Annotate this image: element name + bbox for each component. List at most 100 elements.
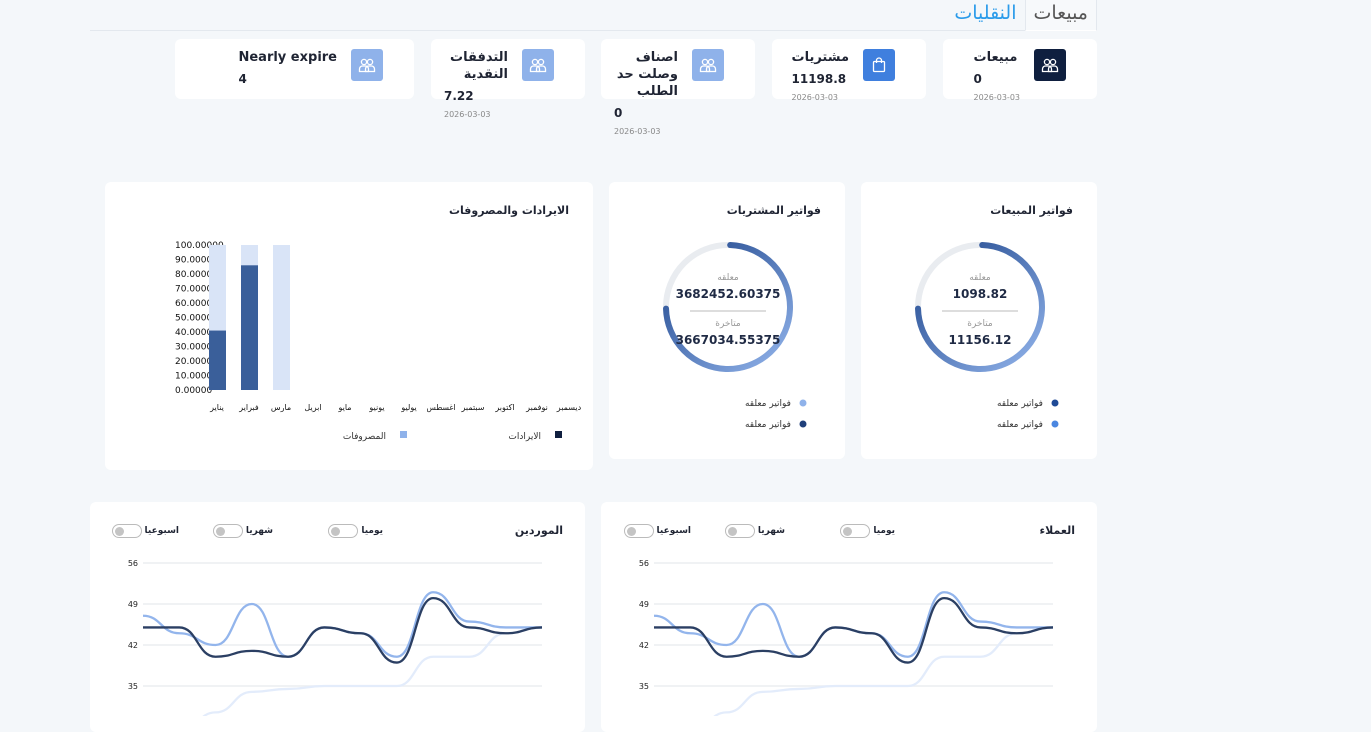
x-tick-label: نوفمبر bbox=[525, 403, 548, 412]
toggle-label: اسبوعيا bbox=[656, 526, 691, 536]
y-tick-label: 70.00000 bbox=[175, 285, 218, 295]
x-tick-label: مارس bbox=[271, 403, 291, 412]
stat-title: Nearly expire bbox=[238, 50, 337, 65]
legend-swatch bbox=[555, 431, 562, 438]
x-tick-label: يوليو bbox=[400, 403, 416, 412]
stat-card[interactable]: اصناف وصلت حد الطلب 0 2026-03-03 bbox=[601, 39, 755, 136]
period-toggle[interactable] bbox=[840, 524, 871, 538]
donut-chart: معلقه 3682452.60375 متاخرة 3667034.55375 فوا… bbox=[663, 242, 807, 430]
x-tick-label: يونيو bbox=[368, 403, 384, 412]
donut-chart: معلقه 1098.82 متاخرة 11156.12 فواتير معلقه فو… bbox=[915, 242, 1059, 430]
y-tick-label: 42 bbox=[639, 641, 649, 650]
stat-value: 0 bbox=[614, 106, 623, 120]
y-tick-label: 0.00000 bbox=[175, 386, 212, 396]
period-toggle[interactable] bbox=[623, 524, 654, 538]
legend-dot bbox=[1051, 420, 1059, 428]
bar[interactable] bbox=[241, 265, 258, 390]
revenue-expenses-card: الايرادات والمصروفات 0.00000 10.00000 20.0… bbox=[105, 182, 593, 470]
stat-date: 2026-03-03 bbox=[973, 93, 1021, 102]
legend-dot bbox=[1051, 399, 1059, 407]
bar[interactable] bbox=[209, 330, 226, 390]
y-tick-label: 80.00000 bbox=[175, 270, 218, 280]
users-icon bbox=[1034, 49, 1066, 81]
stat-card[interactable]: مشتريات 11198.8 2026-03-03 bbox=[772, 39, 926, 102]
x-tick-label: اغسطس bbox=[427, 403, 456, 412]
sales-invoices-card: فواتير المبيعات معلقه 1098.82 متاخرة 11156.… bbox=[861, 182, 1097, 459]
period-toggle[interactable] bbox=[724, 524, 755, 538]
late-label: متاخرة bbox=[967, 319, 993, 329]
tab-bar: مبيعات النقليات bbox=[942, 0, 1097, 31]
legend-dot bbox=[799, 420, 807, 428]
x-tick-label: ديسمبر bbox=[556, 403, 582, 412]
period-toggle[interactable] bbox=[111, 524, 142, 538]
tab-transport[interactable]: النقليات bbox=[954, 2, 1017, 24]
toggle-label: اسبوعيا bbox=[144, 526, 179, 536]
toggle-label: يوميا bbox=[361, 526, 383, 536]
stat-value: 4 bbox=[238, 72, 247, 86]
line-series bbox=[713, 626, 1054, 716]
pending-value: 3682452.60375 bbox=[676, 287, 781, 301]
pending-label: معلقه bbox=[717, 273, 739, 283]
stat-card[interactable]: التدفقات النقدية 7.22 2026-03-03 bbox=[431, 39, 585, 119]
y-tick-label: 10.00000 bbox=[175, 372, 218, 382]
suppliers-card: الموردين يوميا شهريا اسبوعيا 35 42 49 56 bbox=[90, 502, 585, 732]
line-series bbox=[653, 596, 1054, 664]
period-toggle[interactable] bbox=[212, 524, 243, 538]
donut-arc bbox=[663, 242, 793, 372]
stat-title: التدفقات النقدية bbox=[450, 50, 508, 82]
period-toggle[interactable] bbox=[328, 524, 359, 538]
customers-card: العملاء يوميا شهريا اسبوعيا 35 42 49 56 bbox=[601, 502, 1097, 732]
period-toggle-group: شهريا bbox=[724, 524, 785, 538]
legend-label: فواتير معلقه bbox=[997, 420, 1043, 430]
toggle-label: شهريا bbox=[757, 526, 785, 536]
legend-label: فواتير معلقه bbox=[745, 420, 791, 430]
y-tick-label: 56 bbox=[128, 559, 138, 568]
stat-text: التدفقات النقدية 7.22 2026-03-03 bbox=[444, 49, 508, 128]
y-tick-label: 49 bbox=[128, 600, 138, 609]
period-toggle-group: يوميا bbox=[840, 524, 895, 538]
toggle-label: يوميا bbox=[873, 526, 895, 536]
x-tick-label: اكتوبر bbox=[494, 403, 514, 412]
legend-label: فواتير معلقه bbox=[997, 399, 1043, 409]
y-tick-label: 35 bbox=[128, 682, 138, 691]
line-series bbox=[142, 596, 543, 664]
period-toggle-group: شهريا bbox=[212, 524, 273, 538]
stat-value: 11198.8 bbox=[791, 72, 847, 86]
tab-sales[interactable]: مبيعات bbox=[1024, 0, 1097, 31]
card-title: فواتير المبيعات bbox=[990, 204, 1073, 217]
legend-label: فواتير معلقه bbox=[745, 399, 791, 409]
users-icon bbox=[522, 49, 554, 81]
legend-swatch bbox=[400, 431, 407, 438]
stat-card[interactable]: مبيعات 0 2026-03-03 bbox=[943, 39, 1097, 102]
pending-label: معلقه bbox=[969, 273, 991, 283]
chart-title: الايرادات والمصروفات bbox=[448, 204, 569, 217]
stat-title: اصناف وصلت حد الطلب bbox=[616, 50, 678, 99]
line-series bbox=[142, 591, 543, 658]
y-tick-label: 35 bbox=[639, 682, 649, 691]
stat-date: 2026-03-03 bbox=[791, 93, 839, 102]
y-tick-label: 60.00000 bbox=[175, 299, 218, 309]
legend-label: الايرادات bbox=[508, 432, 541, 442]
x-tick-label: مايو bbox=[337, 403, 351, 412]
stat-text: اصناف وصلت حد الطلب 0 2026-03-03 bbox=[614, 49, 678, 145]
users-icon bbox=[351, 49, 383, 81]
stat-text: مبيعات 0 2026-03-03 bbox=[974, 49, 1021, 111]
late-label: متاخرة bbox=[715, 319, 741, 329]
bar[interactable] bbox=[273, 245, 290, 390]
line-series bbox=[202, 626, 543, 716]
y-tick-label: 49 bbox=[639, 600, 649, 609]
late-value: 11156.12 bbox=[948, 333, 1011, 347]
y-tick-label: 30.00000 bbox=[175, 343, 218, 353]
donut-arc bbox=[915, 242, 1045, 372]
stat-card[interactable]: Nearly expire 4 bbox=[175, 39, 414, 99]
late-value: 3667034.55375 bbox=[676, 333, 781, 347]
period-toggle-group: اسبوعيا bbox=[111, 524, 179, 538]
legend-dot bbox=[799, 399, 807, 407]
x-tick-label: يناير bbox=[209, 403, 224, 412]
line-chart: 35 42 49 56 bbox=[639, 559, 1054, 716]
x-tick-label: سبتمبر bbox=[461, 403, 485, 412]
line-series bbox=[653, 591, 1054, 658]
y-tick-label: 90.00000 bbox=[175, 256, 218, 266]
stat-value: 0 bbox=[973, 72, 982, 86]
line-chart: 35 42 49 56 bbox=[128, 559, 543, 716]
